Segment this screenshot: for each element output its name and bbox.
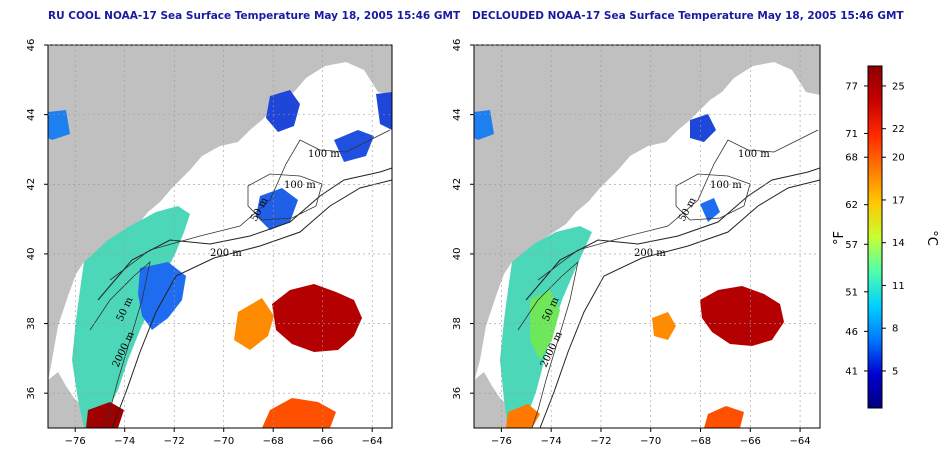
left-sst-warm-eddy-rim bbox=[234, 298, 274, 350]
left-lon-tick-label-6: −64 bbox=[362, 436, 383, 447]
fahrenheit-tick-label-3: 62 bbox=[845, 200, 858, 211]
left-sst-scotian-blue bbox=[334, 130, 374, 162]
right-sst-georges-blue bbox=[700, 198, 720, 222]
right-map-frame bbox=[473, 44, 821, 429]
fahrenheit-tick-label-2: 68 bbox=[845, 153, 858, 164]
right-map-land bbox=[474, 45, 820, 382]
left-lon-tick-label-5: −66 bbox=[312, 436, 333, 447]
left-lon-tick-label-4: −68 bbox=[263, 436, 284, 447]
fahrenheit-tick-label-1: 71 bbox=[845, 129, 858, 140]
right-georges-bank-contour bbox=[675, 173, 751, 221]
left-lon-tick-label-3: −70 bbox=[213, 436, 234, 447]
left-sst-warm-eddy bbox=[272, 284, 362, 352]
left-contour-label-200m: 200 m bbox=[210, 248, 242, 259]
right-lon-tick-label-1: −74 bbox=[541, 436, 562, 447]
celsius-unit-label: °C bbox=[924, 230, 939, 246]
left-map-ticks: −76 −74 −72 −70 −68 −66 −64 36 38 40 42 44 46 bbox=[26, 39, 383, 447]
left-map-grid bbox=[48, 44, 392, 428]
fahrenheit-tick-label-0: 77 bbox=[845, 81, 858, 92]
left-isobath-shelf bbox=[89, 260, 151, 428]
right-lon-tick-label-4: −68 bbox=[690, 436, 711, 447]
celsius-tick-label-2: 20 bbox=[892, 153, 905, 164]
right-lon-tick-label-5: −66 bbox=[740, 436, 761, 447]
left-lat-tick-label-1: 38 bbox=[26, 317, 37, 330]
left-sst-west-edge bbox=[48, 110, 70, 140]
right-lat-tick-label-5: 46 bbox=[452, 39, 463, 52]
right-isobath-100m bbox=[537, 129, 819, 281]
left-lon-tick-label-1: −74 bbox=[114, 436, 135, 447]
left-lat-tick-label-5: 46 bbox=[26, 39, 37, 52]
left-lat-tick-label-2: 40 bbox=[26, 248, 37, 261]
right-lon-tick-label-6: −64 bbox=[790, 436, 811, 447]
right-contour-label-200m: 200 m bbox=[634, 248, 666, 259]
left-map-land bbox=[48, 45, 392, 382]
celsius-tick-label-7: 5 bbox=[892, 366, 898, 377]
right-map-ticks: −76 −74 −72 −70 −68 −66 −64 36 38 40 42 44 46 bbox=[452, 39, 811, 447]
left-map-title: RU COOL NOAA-17 Sea Surface Temperature … bbox=[48, 10, 461, 22]
right-sst-warm-eddy bbox=[700, 286, 784, 346]
left-sst-gulf-maine-blue bbox=[266, 90, 300, 132]
left-isobath-2000m bbox=[111, 179, 392, 428]
right-sst-warm-spot bbox=[652, 312, 676, 340]
celsius-tick-label-0: 25 bbox=[892, 81, 905, 92]
right-lon-tick-label-2: −72 bbox=[590, 436, 611, 447]
right-contour-label-100m-georges: 100 m bbox=[710, 180, 742, 191]
right-sst-gulf-stream-south bbox=[704, 406, 744, 428]
left-georges-bank-contour bbox=[247, 173, 323, 221]
colorbar-ticks: 25 22 20 17 14 11 8 5 77 71 68 62 57 51 46 41 bbox=[845, 81, 904, 377]
left-lat-tick-label-3: 42 bbox=[26, 178, 37, 191]
right-contour-label-100m-east: 100 m bbox=[738, 149, 770, 160]
left-lat-tick-label-4: 44 bbox=[26, 108, 37, 121]
right-map-title: DECLOUDED NOAA-17 Sea Surface Temperatur… bbox=[472, 10, 904, 22]
celsius-tick-label-3: 17 bbox=[892, 195, 905, 206]
right-lat-tick-label-0: 36 bbox=[452, 387, 463, 400]
right-lat-tick-label-1: 38 bbox=[452, 317, 463, 330]
celsius-tick-label-5: 11 bbox=[892, 281, 905, 292]
fahrenheit-tick-label-4: 57 bbox=[845, 240, 858, 251]
left-lon-tick-label-2: −72 bbox=[164, 436, 185, 447]
fahrenheit-tick-label-7: 41 bbox=[845, 366, 858, 377]
right-lat-tick-label-3: 42 bbox=[452, 178, 463, 191]
colorbar-strip bbox=[867, 65, 883, 409]
left-sst-shelf-patch bbox=[72, 206, 190, 428]
left-lon-tick-label-0: −76 bbox=[65, 436, 86, 447]
right-lat-tick-label-2: 40 bbox=[452, 248, 463, 261]
celsius-tick-label-4: 14 bbox=[892, 238, 905, 249]
fahrenheit-tick-label-6: 46 bbox=[845, 327, 858, 338]
fahrenheit-tick-label-5: 51 bbox=[845, 287, 858, 298]
left-sst-nova-scotia bbox=[376, 92, 392, 130]
left-contour-label-100m-georges: 100 m bbox=[284, 180, 316, 191]
fahrenheit-unit-label: °F bbox=[832, 231, 847, 245]
colorbar: 25 22 20 17 14 11 8 5 77 71 68 62 57 51 46 41 °F °C bbox=[832, 65, 939, 409]
left-sst-gulf-stream-south bbox=[262, 398, 336, 428]
left-contour-label-100m-east: 100 m bbox=[308, 149, 340, 160]
right-sst-green-band bbox=[530, 290, 560, 360]
right-lon-tick-label-0: −76 bbox=[491, 436, 512, 447]
right-sst-south-orange bbox=[506, 404, 540, 428]
left-lat-tick-label-0: 36 bbox=[26, 387, 37, 400]
right-lat-tick-label-4: 44 bbox=[452, 108, 463, 121]
right-map-grid bbox=[474, 44, 820, 428]
right-isobath-2000m bbox=[539, 179, 820, 428]
right-sst-gulf-maine-blue bbox=[690, 114, 716, 142]
left-isobath-100m bbox=[109, 129, 391, 281]
right-lon-tick-label-3: −70 bbox=[640, 436, 661, 447]
celsius-tick-label-6: 8 bbox=[892, 324, 898, 335]
right-isobath-shelf bbox=[517, 260, 579, 428]
right-sst-west-edge bbox=[474, 110, 494, 140]
celsius-tick-label-1: 22 bbox=[892, 124, 905, 135]
